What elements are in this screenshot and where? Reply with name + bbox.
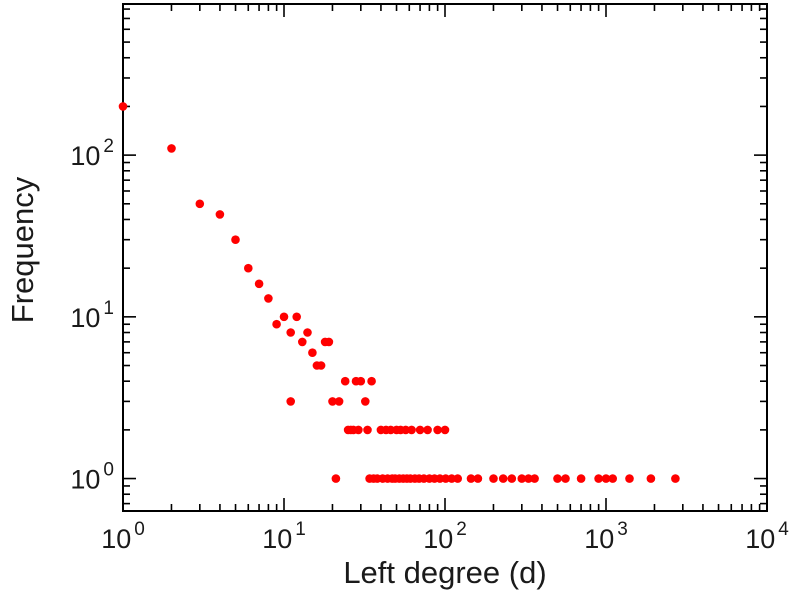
data-point: [215, 210, 225, 219]
data-point: [303, 328, 312, 337]
y-tick-label: 10 0: [70, 460, 114, 495]
data-point: [423, 425, 432, 435]
x-tick-label: 10 1: [262, 519, 306, 554]
data-point: [608, 474, 617, 483]
data-point: [298, 337, 307, 347]
data-point: [195, 199, 205, 209]
data-point: [594, 474, 603, 483]
data-point: [530, 474, 539, 483]
data-point: [453, 474, 463, 483]
tick-labels: 10 0 10 1 10 2 10 3 10 4 10 0 10 1 10 2: [70, 136, 789, 554]
data-point: [441, 474, 451, 483]
data-point: [517, 474, 527, 483]
data-point: [447, 474, 457, 483]
data-point: [361, 397, 370, 406]
data-point: [167, 144, 176, 153]
data-point: [356, 376, 366, 386]
data-point: [671, 474, 680, 483]
x-tick-label: 10 2: [423, 519, 467, 554]
data-point: [561, 474, 570, 483]
data-point: [433, 425, 442, 435]
data-point: [415, 425, 425, 435]
data-point: [286, 328, 296, 337]
data-point: [254, 279, 264, 289]
data-point: [264, 294, 273, 303]
data-point: [553, 474, 562, 483]
axis-ticks: [122, 4, 768, 511]
data-point: [279, 312, 289, 322]
x-tick-label: 10 0: [101, 519, 145, 554]
data-point: [524, 474, 533, 483]
data-point: [576, 474, 586, 483]
data-point: [331, 474, 341, 483]
data-point: [440, 425, 450, 435]
data-point: [625, 474, 634, 483]
data-point: [334, 397, 344, 406]
data-point: [118, 102, 128, 111]
data-point: [292, 312, 302, 322]
data-point: [646, 474, 656, 483]
data-point: [316, 361, 326, 370]
data-point: [498, 474, 508, 483]
data-point: [401, 425, 411, 435]
plot-frame: [122, 3, 768, 512]
data-point: [231, 235, 240, 244]
data-point: [466, 474, 476, 483]
data-point: [324, 337, 334, 347]
x-tick-label: 10 3: [584, 519, 628, 554]
data-point: [473, 474, 483, 483]
data-point: [354, 425, 363, 435]
data-point: [308, 348, 317, 358]
y-tick-label: 10 1: [70, 298, 114, 333]
x-tick-label: 10 4: [745, 519, 789, 554]
x-axis-label: Left degree (d): [343, 555, 546, 590]
data-point: [367, 376, 376, 386]
data-point: [340, 376, 350, 386]
data-point: [407, 425, 416, 435]
y-tick-label: 10 2: [70, 136, 114, 171]
data-point: [507, 474, 517, 483]
data-point: [286, 397, 296, 406]
data-points: [118, 102, 680, 483]
data-point: [601, 474, 611, 483]
y-axis-label: Frequency: [5, 176, 40, 323]
data-point: [328, 397, 337, 406]
data-point: [244, 263, 253, 273]
data-point: [363, 425, 372, 435]
data-point: [272, 319, 281, 329]
data-point: [489, 474, 498, 483]
